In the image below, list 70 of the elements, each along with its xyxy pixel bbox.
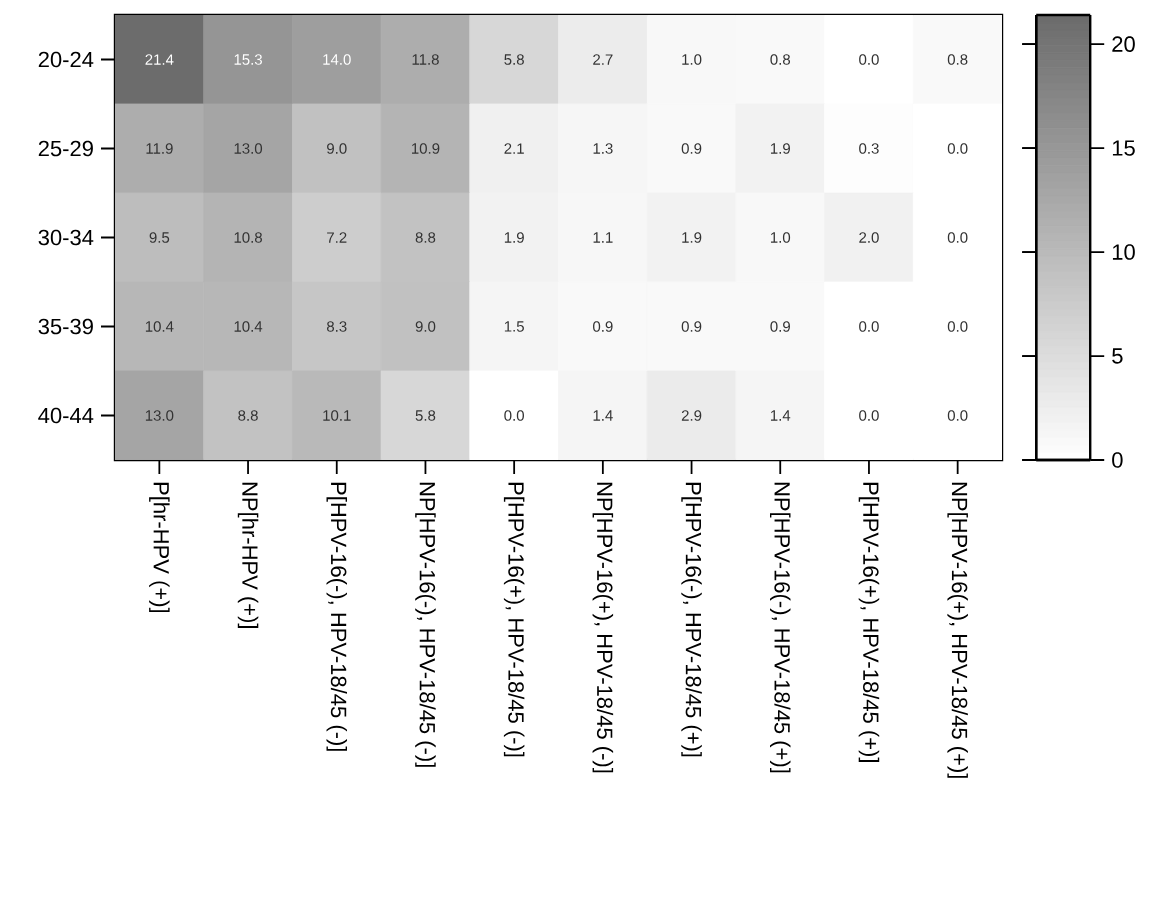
data-label: 0.0 xyxy=(859,410,879,421)
data-label: 0.9 xyxy=(681,321,702,332)
data-label: 2.1 xyxy=(504,143,524,154)
data-label: 1.1 xyxy=(593,232,613,243)
x-tick-label: P[HPV-16(-), HPV-18/45 (-)] xyxy=(326,482,347,751)
data-label: 0.9 xyxy=(593,321,613,332)
data-label: 9.0 xyxy=(415,321,436,332)
data-label: 1.4 xyxy=(770,410,791,421)
data-label: 2.7 xyxy=(593,54,613,65)
y-tick-label: 30-34 xyxy=(38,229,94,246)
data-label: 2.9 xyxy=(681,410,702,421)
x-tick-label: NP[HPV-16(-), HPV-18/45 (-)] xyxy=(415,482,436,767)
data-label: 0.0 xyxy=(947,143,968,154)
y-tick-label: 20-24 xyxy=(38,51,94,68)
data-label: 0.8 xyxy=(770,54,791,65)
data-label: 0.8 xyxy=(947,54,968,65)
data-label: 0.3 xyxy=(859,143,879,154)
data-label: 14.0 xyxy=(323,54,351,65)
data-label: 8.3 xyxy=(326,321,347,332)
data-label: 7.2 xyxy=(327,232,347,243)
x-tick-label: NP[HPV-16(-), HPV-18/45 (+)] xyxy=(770,482,791,773)
data-label: 10.1 xyxy=(323,410,351,421)
data-label: 10.9 xyxy=(412,143,440,154)
data-label: 0.0 xyxy=(947,232,968,243)
data-label: 1.5 xyxy=(504,321,524,332)
data-label: 9.5 xyxy=(149,232,170,243)
data-label: 11.8 xyxy=(412,54,439,65)
data-label: 0.0 xyxy=(947,410,968,421)
color-bar-label: 10 xyxy=(1112,244,1135,260)
data-label: 21.4 xyxy=(145,54,174,65)
data-label: 13.0 xyxy=(234,143,263,154)
data-label: 0.0 xyxy=(859,321,879,332)
x-tick-label: NP[hr-HPV (+)] xyxy=(237,482,259,628)
data-label: 1.9 xyxy=(682,232,702,243)
x-tick-label: NP[HPV-16(+), HPV-18/45 (-)] xyxy=(592,482,614,773)
data-label: 1.9 xyxy=(770,143,790,154)
y-tick-label: 35-39 xyxy=(38,318,93,335)
data-label: 10.4 xyxy=(145,321,174,332)
data-label: 1.0 xyxy=(770,232,791,243)
color-bar-label: 20 xyxy=(1112,36,1135,52)
data-label: 11.9 xyxy=(146,143,173,154)
data-label: 0.0 xyxy=(947,321,968,332)
x-tick-label: P[hr-HPV (+)] xyxy=(149,482,170,613)
data-label: 1.3 xyxy=(593,143,613,154)
data-label: 5.8 xyxy=(504,54,524,65)
data-label: 13.0 xyxy=(145,410,174,421)
data-label: 0.9 xyxy=(681,143,702,154)
data-label: 0.0 xyxy=(859,54,879,65)
color-bar-label: 15 xyxy=(1112,140,1135,156)
data-label: 8.8 xyxy=(238,410,258,421)
data-label: 1.4 xyxy=(593,410,613,421)
x-tick-label: P[HPV-16(+), HPV-18/45 (-)] xyxy=(503,482,525,757)
data-label: 8.8 xyxy=(415,232,436,243)
x-tick-label: P[HPV-16(+), HPV-18/45 (+)] xyxy=(858,482,880,762)
x-tick-label: P[HPV-16(-), HPV-18/45 (+)] xyxy=(681,482,702,757)
data-label: 9.0 xyxy=(327,143,347,154)
color-bar-label: 5 xyxy=(1112,348,1123,364)
data-label: 5.8 xyxy=(415,410,436,421)
data-label: 10.8 xyxy=(234,232,262,243)
x-tick-label: NP[HPV-16(+), HPV-18/45 (+)] xyxy=(947,482,968,778)
data-label: 0.9 xyxy=(770,321,790,332)
data-label: 15.3 xyxy=(234,54,262,65)
y-tick-label: 40-44 xyxy=(38,407,94,424)
data-label: 1.9 xyxy=(504,232,524,243)
color-bar-label: 0 xyxy=(1112,452,1123,468)
data-label: 2.0 xyxy=(859,232,879,243)
y-tick-label: 25-29 xyxy=(38,140,93,157)
data-label: 1.0 xyxy=(682,54,702,65)
data-label: 10.4 xyxy=(234,321,263,332)
data-label: 0.0 xyxy=(504,410,524,421)
